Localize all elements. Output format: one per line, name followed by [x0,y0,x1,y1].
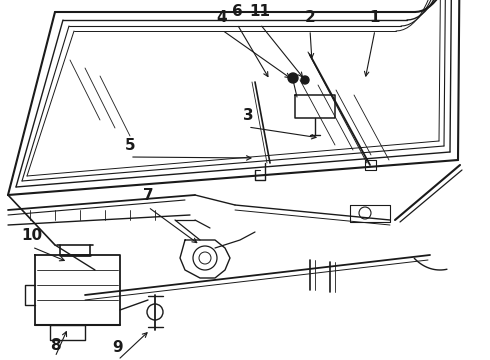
Text: 2: 2 [305,10,316,26]
Text: 4: 4 [217,10,227,26]
Text: 5: 5 [124,138,135,153]
Circle shape [288,73,298,83]
Text: 8: 8 [49,338,60,352]
Text: 6: 6 [232,4,243,19]
Text: 1: 1 [370,10,380,26]
Text: 9: 9 [113,341,123,356]
Text: 3: 3 [243,108,253,122]
Text: 7: 7 [143,188,153,202]
Text: 11: 11 [249,4,270,19]
Text: 10: 10 [22,228,43,243]
Circle shape [301,76,309,84]
